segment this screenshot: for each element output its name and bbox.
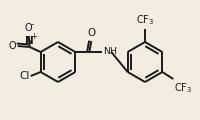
Text: -: -	[31, 20, 34, 29]
Text: Cl: Cl	[19, 71, 30, 81]
Text: O: O	[8, 41, 16, 51]
Text: O: O	[88, 27, 96, 37]
Text: O: O	[25, 23, 32, 33]
Text: CF$_3$: CF$_3$	[174, 81, 193, 95]
Text: N: N	[25, 36, 34, 46]
Text: NH: NH	[103, 48, 117, 57]
Text: CF$_3$: CF$_3$	[136, 13, 154, 27]
Text: +: +	[30, 32, 37, 41]
